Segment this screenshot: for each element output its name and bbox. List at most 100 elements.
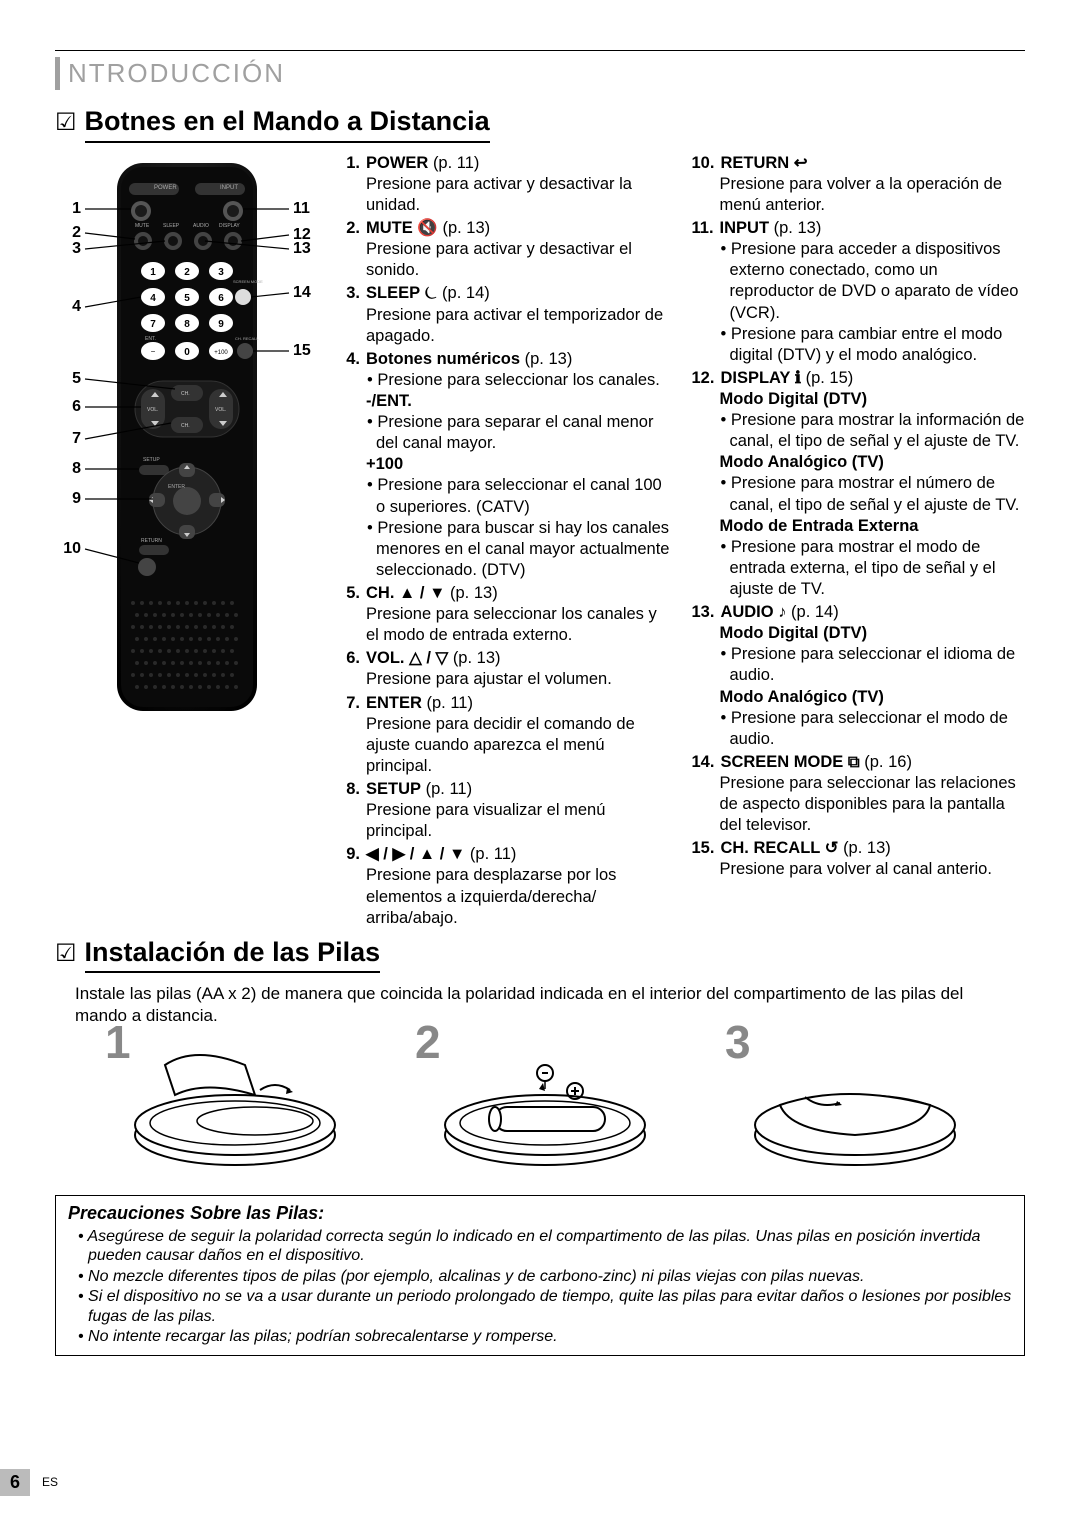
svg-text:ENT.: ENT. [145,336,156,342]
item-bullet: Presione para separar el canal menor del… [366,412,672,454]
item-num: 14. [692,752,715,773]
desc-item: 1.POWER (p. 11)Presione para activar y d… [338,153,672,216]
svg-text:5: 5 [184,293,190,304]
desc-item: 2.MUTE 🔇 (p. 13)Presione para activar y … [338,218,672,281]
svg-text:−: − [151,347,156,356]
desc-item: 13.AUDIO ♪ (p. 14)Modo Digital (DTV)Pres… [692,602,1026,750]
item-num: 15. [692,838,715,859]
item-page: (p. 11) [426,780,472,798]
item-label: Botones numéricos [366,350,520,368]
section2-title-row: ☑ Instalación de las Pilas [55,935,1025,974]
precaution-item: No mezcle diferentes tipos de pilas (por… [68,1267,1012,1287]
item-label: SLEEP ⏾ [366,284,437,302]
item-num: 12. [692,368,715,389]
item-text: Presione para activar el temporizador de… [366,305,672,347]
item-bullet: Presione para cambiar entre el modo digi… [720,324,1026,366]
svg-text:8: 8 [184,319,190,330]
item-subhead: Modo Digital (DTV) [720,389,1026,410]
svg-text:13: 13 [293,240,311,257]
svg-text:ENTER: ENTER [168,484,185,490]
item-label: ENTER [366,694,422,712]
precaution-item: Si el dispositivo no se va a usar durant… [68,1287,1012,1326]
svg-text:AUDIO: AUDIO [193,223,209,229]
desc-item: 5.CH. ▲ / ▼ (p. 13)Presione para selecci… [338,583,672,646]
svg-text:9: 9 [72,490,81,507]
item-label: POWER [366,154,428,172]
precaution-item: No intente recargar las pilas; podrían s… [68,1327,1012,1347]
item-num: 2. [338,218,360,239]
svg-text:VOL.: VOL. [147,407,158,413]
item-label: CH. ▲ / ▼ [366,584,445,602]
item-text: Presione para activar y desactivar el so… [366,239,672,281]
item-page: (p. 11) [433,154,479,172]
battery-figures: 1 2 3 [75,1035,1005,1181]
section-header: NTRODUCCIÓN [55,57,1025,90]
svg-text:8: 8 [72,460,81,477]
desc-item: 11.INPUT (p. 13)Presione para acceder a … [692,218,1026,366]
descriptions: 1.POWER (p. 11)Presione para activar y d… [338,153,1025,931]
svg-text:11: 11 [293,200,310,217]
item-bullet: Presione para mostrar el número de canal… [720,473,1026,515]
desc-item: 9.◀ / ▶ / ▲ / ▼ (p. 11)Presione para des… [338,844,672,928]
item-text: Presione para seleccionar los canales y … [366,604,672,646]
svg-text:CH.: CH. [181,423,190,429]
precautions-box: Precauciones Sobre las Pilas: Asegúrese … [55,1195,1025,1356]
remote-diagram: POWER INPUT MUTE SLEEP AUDIO DISPLAY 123… [55,153,320,931]
svg-text:7: 7 [72,430,81,447]
precautions-title: Precauciones Sobre las Pilas: [68,1202,1012,1225]
item-num: 5. [338,583,360,604]
desc-item: 6.VOL. △ / ▽ (p. 13)Presione para ajusta… [338,648,672,690]
svg-text:10: 10 [63,540,81,557]
desc-col-2: 10.RETURN ↩Presione para volver a la ope… [692,153,1026,931]
item-page: (p. 13) [453,649,501,667]
svg-text:SLEEP: SLEEP [163,223,180,229]
battery-num-2: 2 [415,1013,441,1072]
item-label: ◀ / ▶ / ▲ / ▼ [366,845,465,863]
item-page: (p. 11) [427,694,473,712]
item-label: AUDIO ♪ [720,603,786,621]
item-label: VOL. △ / ▽ [366,649,448,667]
desc-item: 10.RETURN ↩Presione para volver a la ope… [692,153,1026,216]
svg-text:4: 4 [150,293,156,304]
battery-num-3: 3 [725,1013,751,1072]
check-icon-2: ☑ [55,942,77,966]
item-text: Presione para visualizar el menú princip… [366,800,672,842]
item-num: 9. [338,844,360,865]
item-label: INPUT [720,219,770,237]
svg-text:VOL.: VOL. [215,407,226,413]
svg-text:POWER: POWER [154,185,177,191]
item-num: 4. [338,349,360,370]
item-page: (p. 14) [791,603,839,621]
item-num: 11. [692,218,714,239]
section1-title-row: ☑ Botnes en el Mando a Distancia [55,104,1025,143]
battery-fig-3: 3 [695,1035,1005,1181]
svg-text:1: 1 [150,267,156,278]
svg-text:RETURN: RETURN [141,538,162,544]
desc-item: 4.Botones numéricos (p. 13)Presione para… [338,349,672,581]
svg-text:CH.: CH. [181,391,190,397]
item-label: CH. RECALL ↺ [720,839,838,857]
item-label: SCREEN MODE ⧉ [720,753,859,771]
precaution-item: Asegúrese de seguir la polaridad correct… [68,1227,1012,1266]
pilas-intro: Instale las pilas (AA x 2) de manera que… [75,983,1005,1027]
remote-area: POWER INPUT MUTE SLEEP AUDIO DISPLAY 123… [55,153,1025,931]
item-text: Presione para decidir el comando de ajus… [366,714,672,777]
desc-item: 15.CH. RECALL ↺ (p. 13)Presione para vol… [692,838,1026,880]
section1-title: Botnes en el Mando a Distancia [85,104,490,143]
item-text: Presione para seleccionar las relaciones… [720,773,1026,836]
section2-title: Instalación de las Pilas [85,935,381,974]
desc-item: 12.DISPLAY ℹ (p. 15)Modo Digital (DTV)Pr… [692,368,1026,600]
battery-fig-1: 1 [75,1035,385,1181]
item-page: (p. 13) [442,219,490,237]
svg-text:7: 7 [150,319,156,330]
svg-text:3: 3 [72,240,81,257]
page-footer: 6 ES [0,1469,58,1496]
check-icon: ☑ [55,111,77,135]
svg-text:3: 3 [218,267,224,278]
svg-text:0: 0 [184,347,190,358]
item-bullet: Presione para seleccionar el idioma de a… [720,644,1026,686]
item-bullet: Presione para mostrar el modo de entrada… [720,537,1026,600]
svg-text:15: 15 [293,342,311,359]
item-bullet: Presione para seleccionar el modo de aud… [720,708,1026,750]
item-num: 3. [338,283,360,304]
